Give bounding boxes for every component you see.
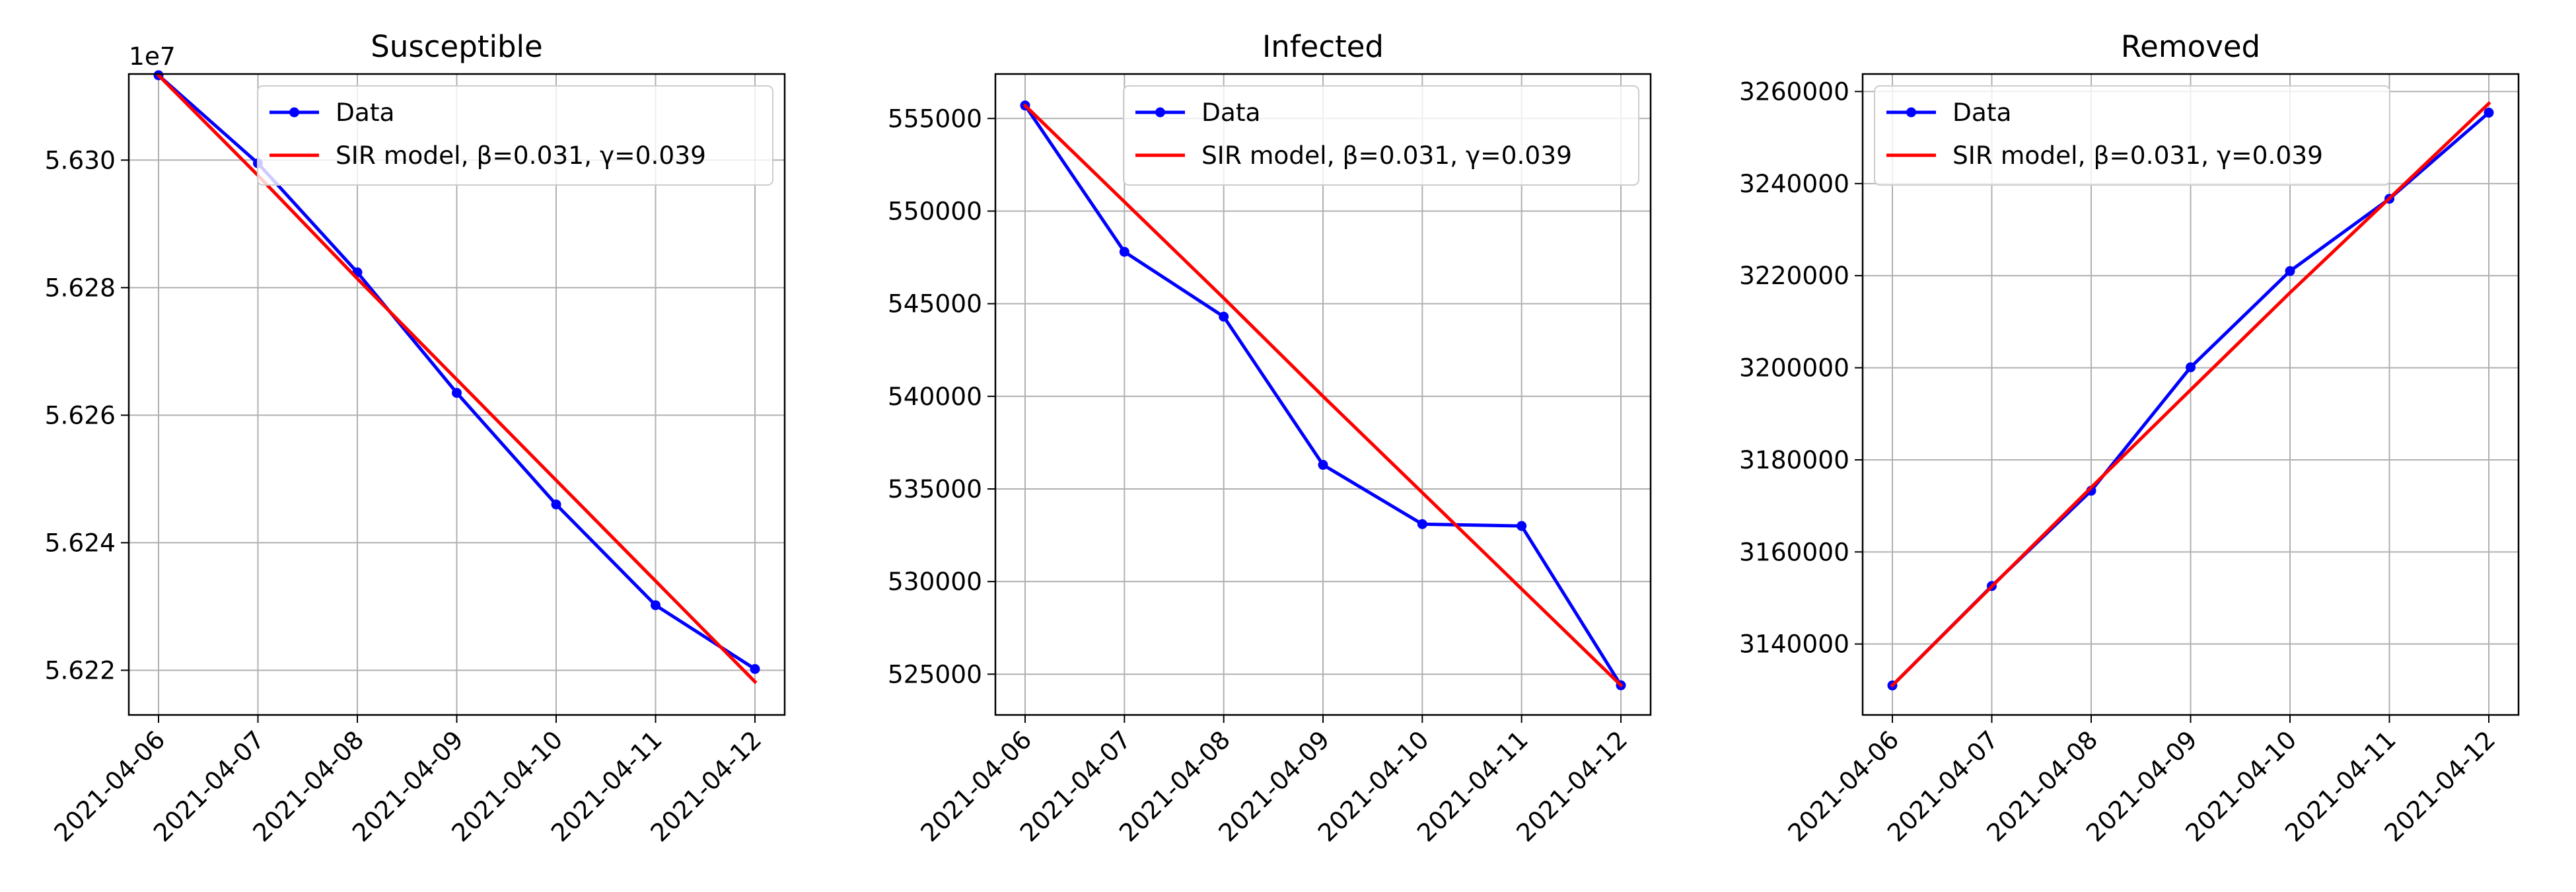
data-point <box>2186 362 2196 373</box>
y-tick-label: 525000 <box>888 659 982 688</box>
data-point <box>1318 460 1328 470</box>
legend-box <box>257 85 773 186</box>
subplot-infected: 525000 530000 535000 540000 545000 550000 5550… <box>888 29 1652 847</box>
legend-label: SIR model, β=0.031, γ=0.039 <box>1201 141 1572 170</box>
legend-box <box>1874 85 2390 186</box>
data-point <box>750 664 760 675</box>
subplot-title: Susceptible <box>371 29 542 64</box>
x-axis: 2021-04-062021-04-072021-04-082021-04-09… <box>48 715 767 847</box>
y-tick-label: 3260000 <box>1739 77 1849 106</box>
legend-marker <box>1906 107 1916 118</box>
legend-label: Data <box>336 98 395 127</box>
y-tick-label: 3160000 <box>1739 537 1849 566</box>
y-axis: 525000 530000 535000 540000 545000 550000 5550… <box>888 104 995 688</box>
legend-box <box>1123 85 1639 186</box>
legend-label: Data <box>1201 98 1261 127</box>
series-line <box>1022 103 1624 688</box>
y-tick-label: 5.628 <box>45 273 116 302</box>
subplot-title: Infected <box>1262 29 1384 64</box>
legend-marker <box>289 107 299 118</box>
y-tick-label: 535000 <box>888 474 982 503</box>
x-axis: 2021-04-062021-04-072021-04-082021-04-09… <box>1782 715 2501 847</box>
y-tick-label: 5.626 <box>45 400 116 429</box>
legend: Data SIR model, β=0.031, γ=0.039 <box>257 85 773 186</box>
y-tick-label: 545000 <box>888 289 982 318</box>
data-point <box>1417 519 1427 529</box>
data-point <box>651 600 661 611</box>
subplot-susceptible: 5.622 5.624 5.626 5.628 5.630 1e7 2021-04-0620… <box>45 29 786 847</box>
data-point <box>1119 246 1129 257</box>
legend: Data SIR model, β=0.031, γ=0.039 <box>1123 85 1639 186</box>
y-tick-label: 3200000 <box>1739 353 1849 383</box>
data-point <box>1517 521 1527 531</box>
y-tick-label: 3240000 <box>1739 169 1849 198</box>
legend: Data SIR model, β=0.031, γ=0.039 <box>1874 85 2390 186</box>
y-tick-label: 3180000 <box>1739 445 1849 474</box>
legend-label: SIR model, β=0.031, γ=0.039 <box>336 141 706 170</box>
y-tick-label: 555000 <box>888 104 982 133</box>
series-sir-model <box>1022 103 1624 688</box>
subplot-title: Removed <box>2121 29 2260 64</box>
legend-marker <box>1155 107 1165 118</box>
legend-label: SIR model, β=0.031, γ=0.039 <box>1952 141 2323 170</box>
series-sir-model <box>1890 101 2491 688</box>
data-point <box>452 388 462 398</box>
data-point <box>2484 108 2494 118</box>
subplot-removed: 3140000 3160000 3180000 3200000 3220000 32400… <box>1739 29 2520 847</box>
y-tick-label: 3220000 <box>1739 261 1849 290</box>
y-tick-label: 5.622 <box>45 655 116 685</box>
y-tick-label: 530000 <box>888 567 982 596</box>
x-axis: 2021-04-062021-04-072021-04-082021-04-09… <box>915 715 1633 847</box>
y-tick-label: 3140000 <box>1739 630 1849 659</box>
y-tick-label: 5.624 <box>45 528 116 557</box>
data-point <box>551 499 561 509</box>
legend-label: Data <box>1952 98 2012 127</box>
y-tick-label: 540000 <box>888 382 982 411</box>
data-point <box>2285 266 2295 276</box>
data-point <box>1219 311 1229 322</box>
y-axis: 5.622 5.624 5.626 5.628 5.630 1e7 <box>45 42 176 685</box>
series-line <box>1890 101 2491 688</box>
y-offset-label: 1e7 <box>129 42 176 71</box>
y-tick-label: 550000 <box>888 196 982 225</box>
y-tick-label: 5.630 <box>45 145 116 174</box>
y-axis: 3140000 3160000 3180000 3200000 3220000 32400… <box>1739 77 1863 659</box>
